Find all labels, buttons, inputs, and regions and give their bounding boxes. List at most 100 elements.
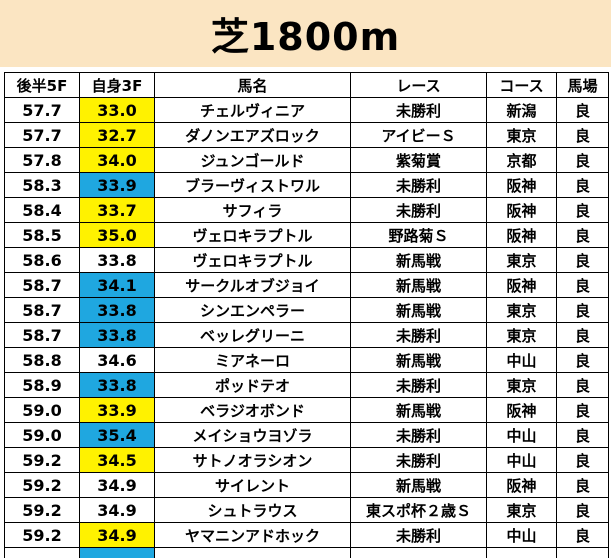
cell-course: 中山 [487, 423, 557, 448]
cell-late5f: 59.2 [5, 523, 80, 548]
header-horse: 馬名 [155, 73, 351, 98]
cell-course: 阪神 [487, 398, 557, 423]
cell-race: 未勝利 [351, 523, 487, 548]
cell-going: 良 [557, 398, 609, 423]
cell-own3f: 34.9 [80, 498, 155, 523]
cell-going: 良 [557, 348, 609, 373]
header-going: 馬場 [557, 73, 609, 98]
title-banner: 芝1800m [0, 0, 611, 67]
cell-own3f: 34.5 [80, 448, 155, 473]
cell-own3f: 33.0 [80, 98, 155, 123]
cell-late5f: 58.7 [5, 323, 80, 348]
cell-horse: ポッドテオ [155, 373, 351, 398]
cell-course: 阪神 [487, 473, 557, 498]
cell-horse: メイショウヨゾラ [155, 423, 351, 448]
cell-horse: サイレント [155, 473, 351, 498]
cell-late5f: 59.2 [5, 498, 80, 523]
cell-course: 阪神 [487, 198, 557, 223]
cell-race: 未勝利 [351, 98, 487, 123]
cell-going: 良 [557, 148, 609, 173]
cell-going: 良 [557, 498, 609, 523]
cell-race: 新馬戦 [351, 248, 487, 273]
cell-race: 未勝利 [351, 373, 487, 398]
cell-own3f: 34.0 [80, 148, 155, 173]
cell-course: 阪神 [487, 173, 557, 198]
cell-going: 良 [557, 523, 609, 548]
cell-horse: ベラジオボンド [155, 398, 351, 423]
header-course: コース [487, 73, 557, 98]
header-own3f: 自身3F [80, 73, 155, 98]
cell-horse: ヴェロキラプトル [155, 223, 351, 248]
cell-going: 良 [557, 423, 609, 448]
cell-race: 東スポ杯２歳Ｓ [351, 498, 487, 523]
cell-going: 良 [557, 198, 609, 223]
cell-own3f: 35.0 [80, 223, 155, 248]
cell-own3f: 32.7 [80, 123, 155, 148]
cell-race: 未勝利 [351, 173, 487, 198]
cell-race: 未勝利 [351, 423, 487, 448]
cell-course: 東京 [487, 323, 557, 348]
cell-going: 良 [557, 323, 609, 348]
cell-late5f: 57.7 [5, 123, 80, 148]
cell-horse: ジュンゴールド [155, 148, 351, 173]
cell-horse: チェルヴィニア [155, 98, 351, 123]
cell-course: 阪神 [487, 223, 557, 248]
cell-own3f: 33.7 [80, 198, 155, 223]
cell-going: 良 [557, 473, 609, 498]
page-title: 芝1800m [211, 6, 400, 61]
cell-late5f: 58.5 [5, 223, 80, 248]
cell-course: 東京 [487, 373, 557, 398]
cell-late5f: 58.6 [5, 248, 80, 273]
cell-course: 中山 [487, 448, 557, 473]
cell-race: 未勝利 [351, 323, 487, 348]
cell-race: 未勝利 [351, 448, 487, 473]
cell-horse: サフィラ [155, 198, 351, 223]
cell-going: 良 [557, 273, 609, 298]
cell-horse: ベッレグリーニ [155, 323, 351, 348]
cell-late5f: 58.8 [5, 348, 80, 373]
header-race: レース [351, 73, 487, 98]
cell-own3f: 34.9 [80, 523, 155, 548]
cell-late5f: 58.7 [5, 298, 80, 323]
cell-late5f: 58.9 [5, 373, 80, 398]
cell-going: 良 [557, 98, 609, 123]
header-row: 後半5F 自身3F 馬名 レース コース 馬場 [5, 73, 609, 98]
cell-late5f: 58.4 [5, 198, 80, 223]
cell-own3f: 33.8 [80, 298, 155, 323]
cell-horse: シンエンペラー [155, 298, 351, 323]
cell-course: 東京 [487, 123, 557, 148]
cell-own3f: 33.8 [80, 248, 155, 273]
cell-race: 新馬戦 [351, 348, 487, 373]
cell-own3f: 35.4 [80, 423, 155, 448]
cell-late5f: 59.0 [5, 398, 80, 423]
cell-race: 新馬戦 [351, 273, 487, 298]
cell-late5f: 57.8 [5, 148, 80, 173]
cell-race: 未勝利 [351, 198, 487, 223]
cell-race: 紫菊賞 [351, 148, 487, 173]
cell-horse: ブラーヴィストワル [155, 173, 351, 198]
cell-going: 良 [557, 223, 609, 248]
cell-course: 東京 [487, 498, 557, 523]
cell-going: 良 [557, 448, 609, 473]
cell-own3f: 34.9 [80, 473, 155, 498]
cell-course: 中山 [487, 523, 557, 548]
cell-course: 阪神 [487, 273, 557, 298]
cell-own3f: 33.8 [80, 373, 155, 398]
cell-race: 新馬戦 [351, 473, 487, 498]
cell-going: 良 [557, 173, 609, 198]
cell-own3f: 34.1 [80, 273, 155, 298]
cell-horse: ヴェロキラプトル [155, 248, 351, 273]
cell-horse: ヤマニンアドホック [155, 523, 351, 548]
cell-late5f: 58.3 [5, 173, 80, 198]
cell-late5f: 57.7 [5, 98, 80, 123]
cell-course: 京都 [487, 148, 557, 173]
